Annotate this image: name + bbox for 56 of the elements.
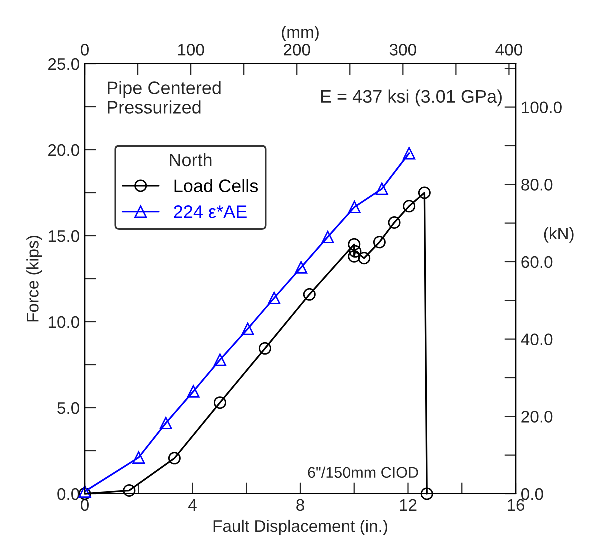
- y2-tick-label: 0.0: [522, 488, 544, 500]
- x-tick-label: 4: [188, 499, 197, 511]
- y2-tick-label: 80.0: [522, 179, 553, 191]
- point: [214, 396, 226, 410]
- point: [348, 238, 361, 251]
- x2-axis-title: (mm): [282, 26, 319, 42]
- point: [403, 147, 416, 160]
- y-tick-label: 5.0: [58, 402, 80, 414]
- point: [418, 186, 431, 200]
- x2-tick-label: 400: [496, 44, 522, 56]
- point: [303, 288, 316, 301]
- x-tick-label: 0: [81, 499, 89, 512]
- annotation: E = 437 ksi (3.01 GPa): [321, 90, 502, 107]
- annotation: Pipe Centered Pressurized: [108, 81, 221, 114]
- y-axis-title: Force (kips): [26, 236, 42, 322]
- point: [322, 230, 334, 244]
- x2-tick-label: 200: [284, 44, 310, 56]
- point: [242, 322, 254, 336]
- y-tick-label: 20.0: [48, 144, 80, 156]
- x2-tick-label: 0: [81, 44, 89, 56]
- y2-axis-title: (kN): [544, 227, 574, 243]
- point: [403, 200, 416, 213]
- legend-title: North: [170, 153, 212, 167]
- x2-tick-label: 300: [390, 44, 416, 56]
- point: [168, 452, 181, 465]
- y2-tick-label: 20.0: [522, 411, 553, 423]
- x-tick-label: 16: [508, 499, 525, 512]
- point: [187, 385, 200, 398]
- point: [376, 182, 388, 196]
- point: [373, 236, 386, 249]
- legend-label: 224 ε*AE: [174, 206, 247, 218]
- point: [268, 292, 281, 305]
- x2-tick-label: 100: [178, 44, 204, 56]
- point: [214, 354, 226, 366]
- x-tick-label: 8: [296, 499, 304, 512]
- point: [132, 451, 146, 464]
- point: [160, 417, 172, 430]
- point: [420, 488, 434, 500]
- legend-label: Load Cells: [174, 179, 258, 192]
- point: [348, 201, 361, 214]
- y2-tick-label: 60.0: [522, 256, 553, 268]
- point: [123, 484, 136, 497]
- y-tick-label: 15.0: [48, 230, 80, 242]
- point: [358, 252, 371, 265]
- point: [349, 245, 362, 258]
- y2-tick-label: 100.0: [522, 102, 562, 114]
- x-axis-title: Fault Displacement (in.): [214, 520, 388, 536]
- y-tick-label: 25.0: [48, 58, 80, 70]
- point: [388, 216, 401, 230]
- y2-tick-label: 40.0: [521, 334, 553, 346]
- point: [258, 342, 272, 355]
- x-tick-label: 12: [400, 499, 417, 511]
- annotation: 6"/150mm CIOD: [308, 466, 418, 478]
- point: [348, 250, 361, 263]
- y-tick-label: 10.0: [48, 316, 80, 328]
- point: [295, 261, 308, 274]
